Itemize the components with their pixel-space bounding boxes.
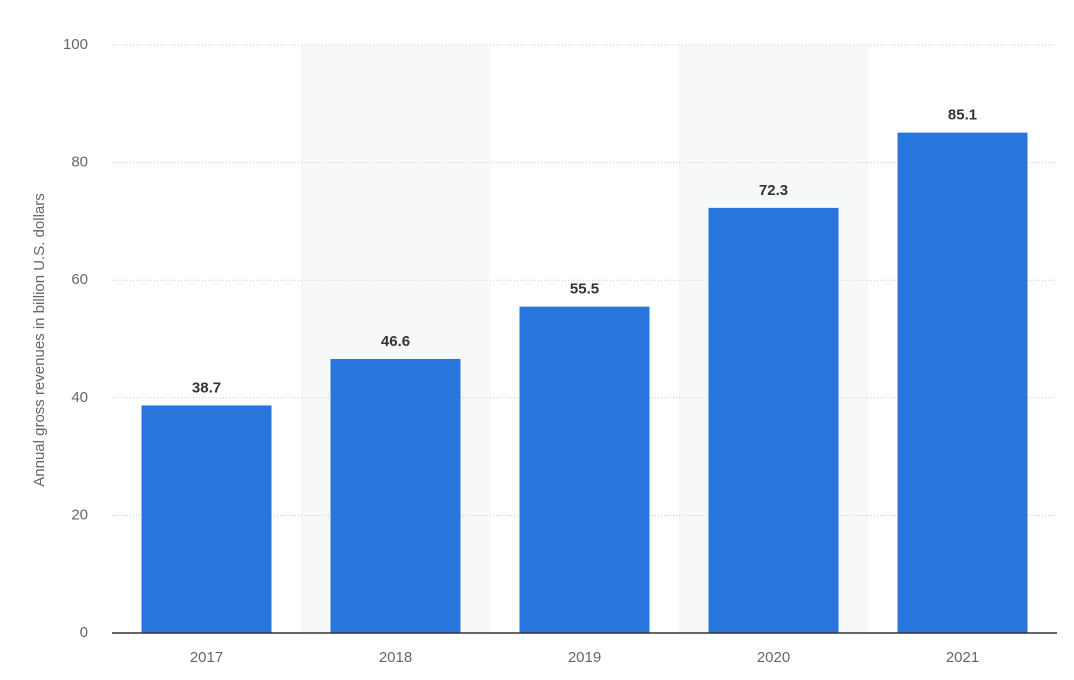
bar [897,132,1028,633]
y-tick-label: 80 [71,154,88,171]
x-tick-label: 2021 [946,649,979,666]
y-tick-label: 60 [71,271,88,288]
y-tick-label: 40 [71,389,88,406]
value-label: 72.3 [759,182,788,199]
value-label: 55.5 [570,281,599,298]
bar [141,405,272,633]
value-label: 46.6 [381,333,410,350]
x-tick-label: 2018 [379,649,412,666]
value-label: 85.1 [948,107,977,124]
y-axis-label: Annual gross revenues in billion U.S. do… [31,193,48,487]
y-tick-label: 0 [80,624,88,641]
bar [519,306,650,633]
value-label: 38.7 [192,379,221,396]
x-tick-label: 2017 [190,649,223,666]
bar [708,207,839,633]
x-tick-label: 2019 [568,649,601,666]
bar [330,358,461,633]
y-tick-label: 20 [71,506,88,523]
x-tick-label: 2020 [757,649,790,666]
y-tick-label: 100 [63,36,88,53]
